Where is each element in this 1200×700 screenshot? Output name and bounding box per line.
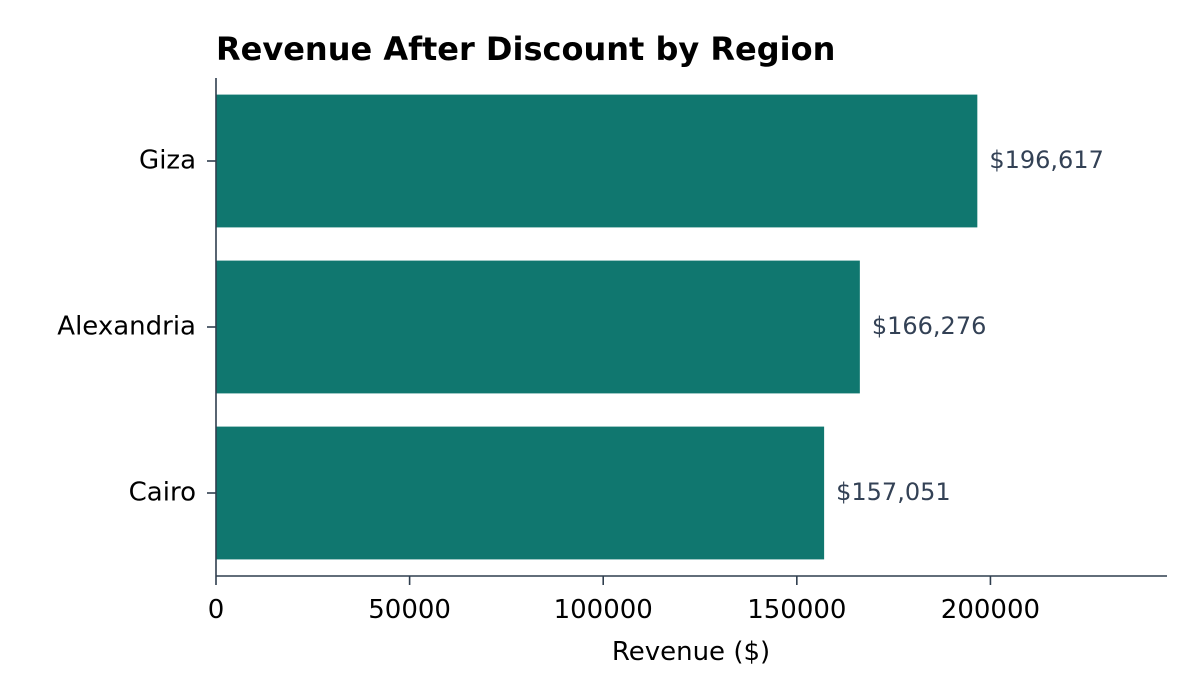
- x-tick-label-100000: 100000: [554, 595, 653, 625]
- x-tick-label-150000: 150000: [747, 595, 846, 625]
- y-tick-label-alexandria: Alexandria: [57, 312, 196, 342]
- x-tick-label-200000: 200000: [941, 595, 1040, 625]
- data-label-alexandria: $166,276: [872, 312, 987, 340]
- bar-cairo: [216, 426, 825, 560]
- x-axis-label: Revenue ($): [612, 637, 770, 667]
- x-tick-label-0: 0: [208, 595, 225, 625]
- y-tick-label-cairo: Cairo: [129, 478, 196, 508]
- axes-layer: Cairo Alexandria Giza 0 50000 100000 150000 200…: [57, 78, 1167, 625]
- y-tick-label-giza: Giza: [139, 146, 196, 176]
- bar-alexandria: [216, 260, 860, 394]
- data-label-cairo: $157,051: [836, 478, 951, 506]
- x-tick-label-50000: 50000: [368, 595, 451, 625]
- chart-title: Revenue After Discount by Region: [216, 30, 835, 68]
- data-label-giza: $196,617: [989, 146, 1104, 174]
- bars-layer: $157,051 $166,276 $196,617: [216, 94, 1104, 560]
- bar-giza: [216, 94, 978, 228]
